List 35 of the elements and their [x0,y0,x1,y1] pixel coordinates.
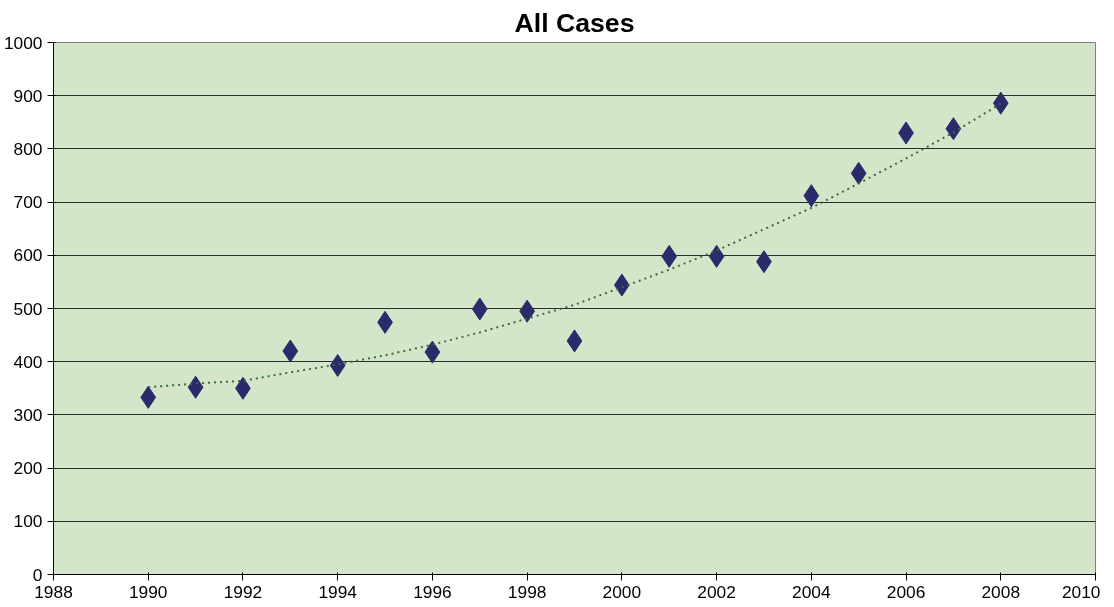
x-tick-label: 1990 [128,581,168,602]
point [282,339,299,363]
y-tick-label: 700 [13,192,43,213]
y-tick-label: 300 [13,404,43,425]
x-tick-label: 1992 [223,581,263,602]
y-tick-label: 200 [13,458,43,479]
x-tick-label: 2002 [697,581,736,602]
y-tick-label: 1000 [3,32,43,53]
point [329,353,346,377]
point [424,340,441,364]
point [566,329,583,353]
y-tick-label: 500 [13,298,43,319]
point [803,184,820,208]
point [187,375,204,399]
x-tick-label: 2000 [602,581,642,602]
point [471,297,488,321]
x-tick-label: 1996 [413,581,452,602]
y-tick-label: 900 [13,85,43,106]
y-tick-label: 100 [13,511,43,532]
chart-title: All Cases [514,7,635,38]
x-tick-label: 2004 [792,581,831,602]
point [992,91,1009,115]
y-tick-label: 400 [13,351,43,372]
point [140,385,157,409]
y-tick-label: 800 [13,138,43,159]
x-tick-label: 2006 [886,581,926,602]
x-tick-label: 2008 [981,581,1021,602]
point [708,244,725,268]
point [945,117,962,141]
point [661,244,678,268]
x-tick-label: 1994 [318,581,358,602]
point [850,161,867,185]
x-tick-label: 1998 [507,581,547,602]
x-tick-label: 2010 [1061,581,1101,602]
y-tick-label: 600 [13,245,43,266]
